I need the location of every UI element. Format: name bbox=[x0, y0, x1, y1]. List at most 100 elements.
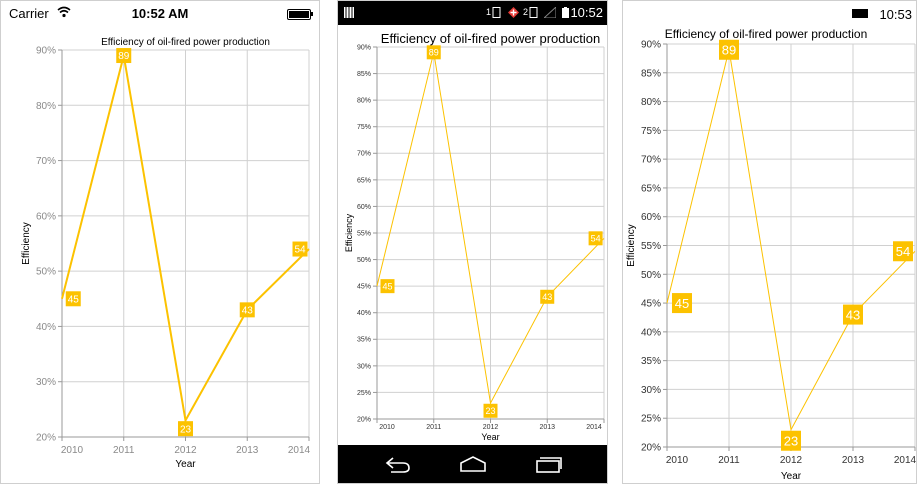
x-tick-label: 2013 bbox=[539, 424, 555, 431]
x-axis-label: Year bbox=[481, 432, 499, 442]
sim-2-badge: 2 bbox=[523, 7, 529, 17]
efficiency-line-chart-windows: Efficiency of oil-fired power production… bbox=[626, 27, 917, 482]
y-tick-label: 20% bbox=[357, 416, 371, 423]
y-tick-label: 75% bbox=[641, 126, 661, 137]
windows-status-bar: 10:53 bbox=[623, 1, 916, 27]
y-tick-label: 25% bbox=[641, 414, 661, 425]
data-label-text: 54 bbox=[294, 245, 306, 256]
x-tick-label: 2010 bbox=[379, 424, 395, 431]
y-tick-label: 35% bbox=[357, 337, 371, 344]
series-line bbox=[376, 52, 605, 405]
x-tick-label: 2011 bbox=[113, 445, 135, 456]
data-label: 54 bbox=[588, 231, 603, 246]
sim-1-badge: 1 bbox=[486, 7, 492, 17]
data-label: 54 bbox=[893, 241, 913, 262]
y-tick-label: 60% bbox=[357, 204, 371, 211]
android-nav-bar bbox=[338, 445, 607, 483]
efficiency-line-chart-ios: Efficiency of oil-fired power production… bbox=[21, 37, 311, 470]
data-label-text: 45 bbox=[382, 281, 392, 291]
y-tick-label: 80% bbox=[36, 101, 56, 112]
data-label-text: 43 bbox=[542, 292, 552, 302]
data-label-box bbox=[239, 302, 255, 318]
y-tick-label: 90% bbox=[641, 40, 661, 51]
data-label-box bbox=[380, 279, 395, 294]
x-tick-label: 2011 bbox=[426, 424, 441, 431]
y-tick-label: 20% bbox=[36, 433, 56, 444]
signal-icon bbox=[544, 7, 556, 18]
y-tick-label: 35% bbox=[641, 356, 661, 367]
x-tick-label: 2012 bbox=[780, 455, 803, 466]
data-label: 43 bbox=[239, 302, 255, 318]
y-tick-label: 25% bbox=[357, 390, 371, 397]
y-tick-label: 55% bbox=[357, 230, 371, 237]
data-label-box bbox=[719, 39, 739, 60]
y-tick-label: 40% bbox=[641, 327, 661, 338]
data-label-box bbox=[426, 45, 441, 60]
data-label-box bbox=[483, 403, 498, 418]
windows-chart-panel: 10:53 Efficiency of oil-fired power prod… bbox=[622, 0, 917, 484]
phone-icon bbox=[492, 7, 501, 18]
data-label: 89 bbox=[116, 48, 132, 64]
y-tick-label: 60% bbox=[36, 211, 56, 222]
x-tick-label: 2013 bbox=[236, 445, 259, 456]
y-tick-label: 30% bbox=[36, 377, 56, 388]
y-tick-label: 70% bbox=[36, 156, 56, 167]
y-tick-label: 80% bbox=[357, 98, 371, 105]
data-label-text: 23 bbox=[784, 433, 798, 448]
status-time: 10:53 bbox=[879, 7, 912, 22]
y-tick-label: 50% bbox=[36, 267, 56, 278]
android-status-bar: 1 2 10:52 bbox=[338, 1, 607, 25]
recent-apps-icon[interactable] bbox=[536, 455, 562, 473]
series-line bbox=[666, 49, 916, 432]
battery-icon bbox=[562, 7, 569, 18]
data-label: 45 bbox=[380, 279, 395, 294]
data-label: 54 bbox=[292, 241, 308, 257]
chart-title: Efficiency of oil-fired power production bbox=[101, 37, 270, 48]
data-label-box bbox=[893, 241, 913, 262]
data-label: 45 bbox=[65, 291, 81, 307]
chart-title: Efficiency of oil-fired power production bbox=[665, 27, 868, 41]
carrier-label: Carrier bbox=[9, 6, 49, 21]
back-icon[interactable] bbox=[385, 455, 411, 473]
y-tick-label: 20% bbox=[641, 443, 661, 454]
y-tick-label: 70% bbox=[641, 155, 661, 166]
series-line bbox=[61, 55, 310, 424]
y-tick-label: 70% bbox=[357, 151, 371, 158]
chart-title: Efficiency of oil-fired power production bbox=[381, 31, 600, 46]
y-tick-label: 65% bbox=[357, 177, 371, 184]
notification-icon bbox=[344, 7, 354, 18]
y-tick-label: 45% bbox=[641, 299, 661, 310]
y-tick-label: 50% bbox=[641, 270, 661, 281]
ios-chart-panel: Carrier 10:52 AM Efficiency of oil-fired… bbox=[0, 0, 320, 484]
data-label-text: 43 bbox=[242, 305, 254, 316]
data-label-text: 43 bbox=[846, 307, 860, 322]
data-label: 45 bbox=[672, 293, 692, 314]
data-label-text: 89 bbox=[118, 51, 130, 62]
home-icon[interactable] bbox=[459, 455, 487, 473]
y-tick-label: 90% bbox=[36, 46, 56, 57]
alert-icon bbox=[508, 7, 519, 18]
y-tick-label: 80% bbox=[641, 97, 661, 108]
y-tick-label: 85% bbox=[357, 71, 371, 78]
x-tick-label: 2014 bbox=[894, 455, 917, 466]
data-label-box bbox=[65, 291, 81, 307]
y-axis-label: Efficiency bbox=[626, 224, 637, 267]
status-time: 10:52 AM bbox=[131, 6, 189, 21]
data-label-text: 23 bbox=[180, 424, 192, 435]
x-axis-label: Year bbox=[175, 459, 196, 470]
data-label: 23 bbox=[781, 430, 801, 451]
data-label-text: 45 bbox=[675, 296, 689, 311]
y-tick-label: 30% bbox=[357, 363, 371, 370]
data-label: 43 bbox=[843, 304, 863, 325]
wifi-icon bbox=[57, 6, 71, 18]
data-label-box bbox=[116, 48, 132, 64]
x-axis-label: Year bbox=[781, 471, 802, 482]
y-tick-label: 85% bbox=[641, 68, 661, 79]
x-tick-label: 2014 bbox=[586, 424, 602, 431]
data-label-text: 23 bbox=[485, 406, 495, 416]
x-tick-label: 2010 bbox=[61, 445, 84, 456]
data-label-text: 45 bbox=[68, 294, 80, 305]
battery-icon bbox=[287, 9, 313, 20]
data-label-box bbox=[178, 421, 193, 437]
battery-icon bbox=[852, 9, 868, 18]
